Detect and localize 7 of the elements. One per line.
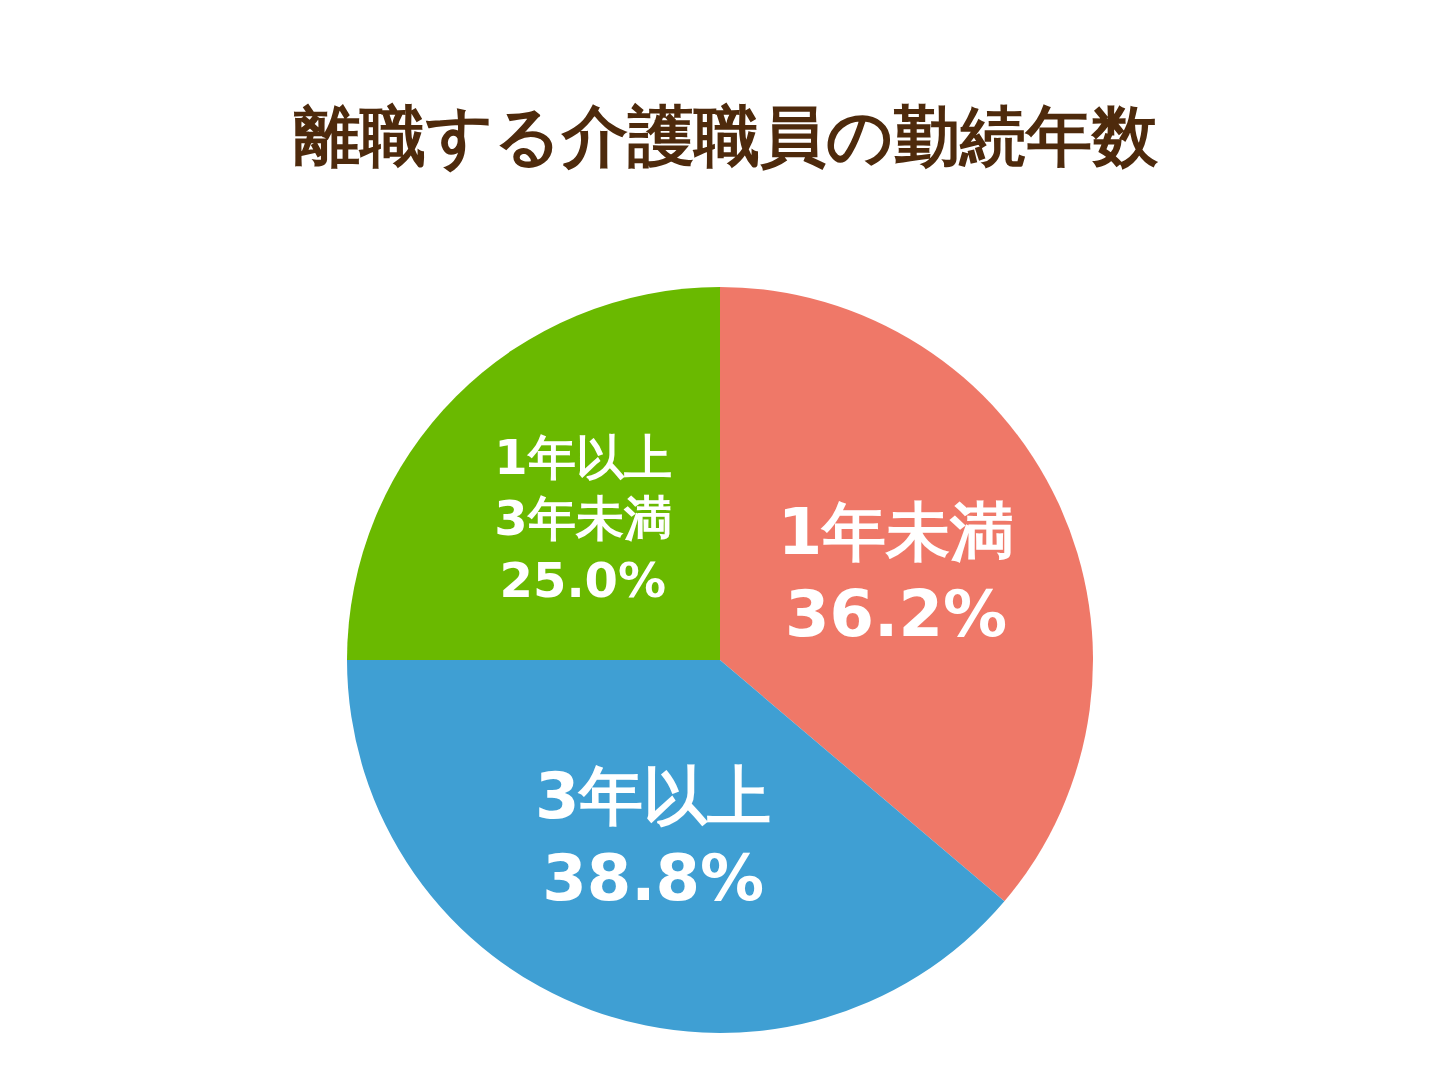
data-label: 25.0% — [499, 551, 667, 608]
slice-label: 1年以上 3年未満 — [494, 428, 672, 547]
chart-title: 離職する介護職員の勤続年数 — [293, 97, 1159, 177]
data-label: 38.8% — [542, 840, 765, 915]
data-label: 36.2% — [785, 577, 1008, 652]
slice-label: 3年以上 — [534, 758, 772, 833]
slice-label: 1年未満 — [777, 495, 1015, 570]
